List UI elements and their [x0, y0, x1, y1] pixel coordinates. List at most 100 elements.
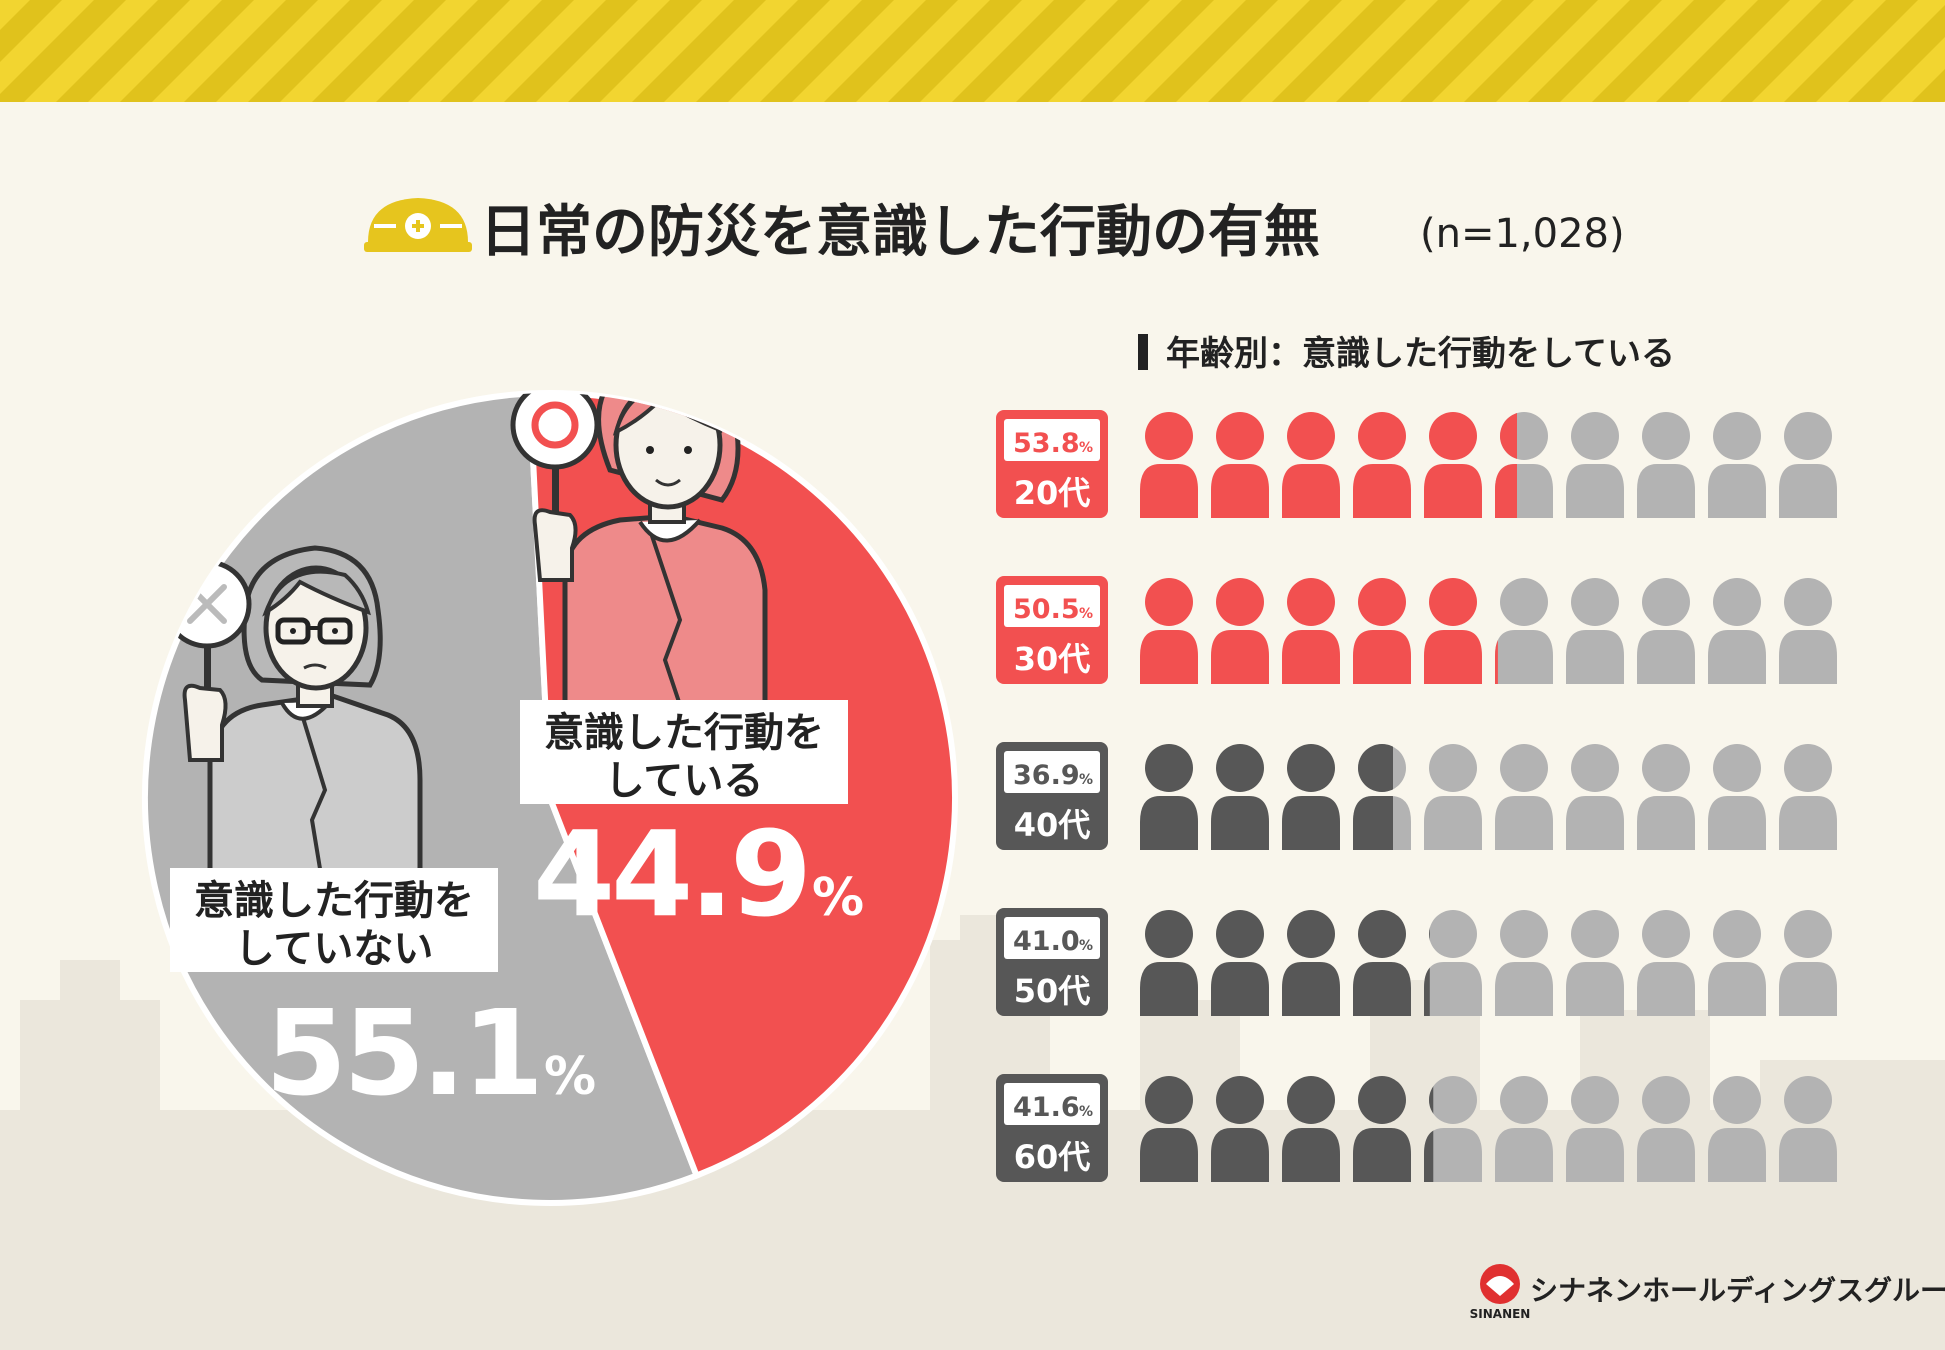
logo-text: SINANEN [1470, 1307, 1531, 1321]
person-icon [1211, 910, 1269, 1016]
age-percent-value: 41.0 [1013, 926, 1080, 957]
person-icon [1708, 1076, 1766, 1182]
stripe [120, 0, 254, 102]
stripe [1848, 5, 1945, 102]
acting-label-line1: 意識した行動を [544, 710, 824, 756]
stripe [696, 0, 830, 102]
age-percent-value: 41.6 [1013, 1092, 1080, 1123]
person-icon [1637, 412, 1695, 518]
person-icon [1353, 412, 1411, 518]
person-icon [1708, 744, 1766, 850]
not-acting-label-line2: していない [235, 926, 434, 972]
stripe [952, 0, 1086, 102]
stripe [1912, 69, 1945, 102]
not-acting-label-box [170, 868, 498, 972]
page-title: 日常の防災を意識した行動の有無 (n=1,028) [364, 198, 1625, 265]
stripe [1592, 0, 1726, 102]
person-icon [1566, 744, 1624, 850]
person-icon [1637, 578, 1695, 684]
person-icon [1353, 910, 1411, 1016]
not-acting-percent-value: 55.1 [265, 984, 540, 1122]
section-marker [1138, 334, 1148, 370]
brand-logo: SINANEN シナネンホールディングスグループ [1470, 1264, 1945, 1321]
stripe [1272, 0, 1406, 102]
stripe [248, 0, 382, 102]
age-percent-value: 36.9 [1013, 760, 1080, 791]
pictogram-row-60代: 41.6 % 60代 [996, 1074, 1837, 1182]
age-category-label: 60代 [1014, 1138, 1091, 1176]
age-pictogram-section: 年齢別：意識した行動をしている 53.8 % 20代 50.5 % 30代 36.9 % 40代… [996, 334, 1837, 1182]
percent-box [1004, 585, 1100, 627]
pictogram-row-20代: 53.8 % 20代 [996, 410, 1837, 518]
stripe [440, 0, 574, 102]
circle-sign-icon [510, 393, 600, 470]
acting-label-line2: している [605, 758, 764, 804]
person-icon [1140, 578, 1198, 684]
helmet-icon [364, 198, 472, 252]
person-icon [1211, 1076, 1269, 1182]
person-icon [1282, 412, 1340, 518]
pictogram-row-50代: 41.0 % 50代 [996, 908, 1837, 1016]
sinanen-logo-icon [1480, 1264, 1520, 1304]
person-icon [1637, 1076, 1695, 1182]
person-icon [1566, 910, 1624, 1016]
stripe [1208, 0, 1342, 102]
person-icon [1211, 412, 1269, 518]
person-icon [1282, 744, 1340, 850]
person-icon [1140, 910, 1198, 1016]
stripe [504, 0, 638, 102]
person-icon [1140, 744, 1198, 850]
age-percent-value: 50.5 [1013, 594, 1080, 625]
stripe [1784, 0, 1918, 102]
not-acting-percent-unit: % [544, 1047, 596, 1107]
title-sample-size: (n=1,028) [1420, 211, 1625, 257]
person-icon [1779, 910, 1837, 1016]
person-icon [1424, 412, 1482, 518]
stripe [632, 0, 766, 102]
person-icon [1779, 412, 1837, 518]
person-icon [1424, 744, 1482, 850]
pictogram-title: 年齢別：意識した行動をしている [1166, 334, 1675, 374]
title-main: 日常の防災を意識した行動の有無 [480, 200, 1320, 265]
age-percent-value: 53.8 [1013, 428, 1080, 459]
person-icon [1566, 412, 1624, 518]
person-icon [1282, 1076, 1340, 1182]
age-category-label: 50代 [1014, 972, 1091, 1010]
age-percent-unit: % [1079, 772, 1093, 788]
brand-name: シナネンホールディングスグループ [1530, 1274, 1945, 1307]
age-percent-unit: % [1079, 440, 1093, 456]
person-icon [1708, 578, 1766, 684]
stripe [568, 0, 702, 102]
stripe [1400, 0, 1534, 102]
person-icon [1779, 1076, 1837, 1182]
person-icon [1353, 744, 1411, 850]
stripe [824, 0, 958, 102]
warning-stripe-band [0, 0, 1945, 102]
acting-percent-unit: % [812, 868, 864, 928]
percent-box [1004, 751, 1100, 793]
person-icon [1495, 1076, 1553, 1182]
age-percent-unit: % [1079, 1104, 1093, 1120]
person-icon [1637, 744, 1695, 850]
age-percent-unit: % [1079, 938, 1093, 954]
person-icon [1566, 1076, 1624, 1182]
stripe [1528, 0, 1662, 102]
person-icon [1140, 1076, 1198, 1182]
acting-label-box [520, 700, 848, 804]
person-icon [1495, 744, 1553, 850]
person-icon [1779, 578, 1837, 684]
person-icon [1282, 910, 1340, 1016]
not-acting-label-line1: 意識した行動を [194, 878, 474, 924]
stripe [312, 0, 446, 102]
age-category-label: 40代 [1014, 806, 1091, 844]
person-icon [1495, 578, 1553, 684]
person-icon [1708, 910, 1766, 1016]
person-icon [1424, 578, 1482, 684]
person-icon [1495, 412, 1553, 518]
percent-box [1004, 419, 1100, 461]
person-icon [1282, 578, 1340, 684]
stripe [1656, 0, 1790, 102]
stripe [1144, 0, 1278, 102]
stripe [1464, 0, 1598, 102]
